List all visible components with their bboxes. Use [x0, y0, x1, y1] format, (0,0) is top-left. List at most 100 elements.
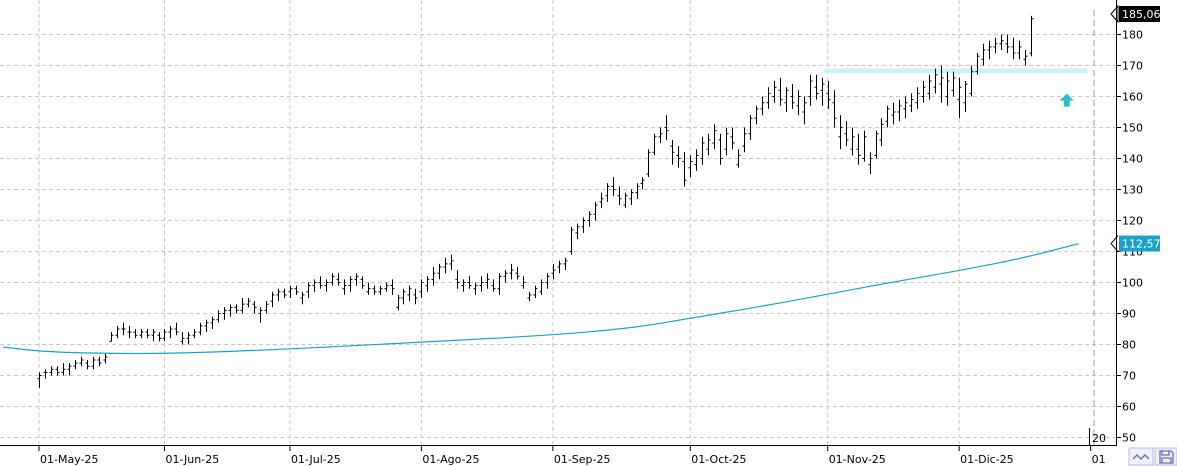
ohlc-bar [318, 276, 323, 289]
ohlc-bar [629, 189, 634, 205]
resistance-zone [823, 68, 1088, 74]
ma-line [3, 242, 1079, 355]
y-tick-label: 100 [1122, 277, 1143, 290]
bottom-right-label: 20 [1092, 432, 1106, 445]
ohlc-bar [605, 183, 610, 202]
ohlc-bar [312, 279, 317, 292]
ohlc-bar [897, 99, 902, 122]
ohlc-bar [527, 291, 532, 302]
ohlc-bar [814, 74, 819, 100]
ohlc-bar [192, 329, 197, 339]
last-price-pointer [1110, 4, 1119, 24]
ohlc-bar [390, 279, 395, 295]
ohlc-bar [443, 257, 448, 274]
ohlc-bar [73, 360, 78, 370]
ohlc-bar [820, 77, 825, 106]
ohlc-bar [593, 201, 598, 221]
ohlc-bar [491, 279, 496, 292]
ohlc-bar [240, 298, 245, 314]
ohlc-bar [957, 77, 962, 119]
x-axis: 01-May-25 01-Jun-25 01-Jul-25 01-Ago-25 01-S… [38, 445, 1106, 466]
y-tick-label: 130 [1122, 184, 1143, 197]
ohlc-bar [479, 276, 484, 292]
ohlc-bar [802, 96, 807, 125]
ohlc-bar [133, 329, 138, 339]
y-tick-label: 140 [1122, 153, 1143, 166]
ohlc-bar [264, 301, 269, 314]
ohlc-bar [635, 183, 640, 199]
ohlc-bar [425, 276, 430, 292]
ohlc-bar [151, 329, 156, 342]
ohlc-bar [216, 310, 221, 323]
ohlc-bar [832, 90, 837, 128]
ohlc-bar [676, 146, 681, 168]
ohlc-bar [407, 285, 412, 302]
ohlc-bar [198, 322, 203, 336]
ohlc-bar [664, 115, 669, 140]
floppy-disk-icon [1159, 450, 1174, 464]
ohlc-bar [1017, 40, 1022, 60]
ohlc-bar [85, 360, 90, 370]
ohlc-bar [360, 276, 365, 289]
x-tick-label: 01-Sep-25 [554, 453, 611, 466]
ohlc-bar [186, 332, 191, 345]
ohlc-bar [891, 102, 896, 125]
ohlc-bar [939, 65, 944, 103]
ohlc-bar [646, 149, 651, 178]
ohlc-bar [401, 288, 406, 305]
ohlc-bar [951, 71, 956, 97]
ohlc-bar [557, 260, 562, 274]
ohlc-bar [748, 115, 753, 140]
ohlc-bar [856, 133, 861, 165]
ohlc-bar [485, 273, 490, 289]
ohlc-bar [521, 276, 526, 289]
ohlc-bar [222, 307, 227, 320]
save-button[interactable] [1154, 447, 1177, 466]
ohlc-bar [981, 43, 986, 66]
ohlc-bar [252, 301, 257, 314]
ohlc-bar [736, 149, 741, 168]
y-tick-label: 120 [1122, 215, 1143, 228]
ohlc-bar [1011, 37, 1016, 60]
ohlc-bar [712, 124, 717, 150]
ohlc-bar [927, 74, 932, 100]
ohlc-bar [539, 279, 544, 295]
zoom-button[interactable] [1128, 447, 1154, 466]
ohlc-bar [228, 304, 233, 317]
ohlc-bar [987, 40, 992, 60]
x-tick-label: 01-May-25 [40, 453, 98, 466]
ohlc-bar [174, 322, 179, 336]
ohlc-bar [366, 282, 371, 295]
ohlc-bar [993, 37, 998, 54]
ohlc-bar [282, 288, 287, 298]
ohlc-bar [37, 372, 42, 388]
ohlc-bar [850, 127, 855, 156]
up-arrow-icon [1059, 93, 1074, 107]
ohlc-bar [306, 282, 311, 298]
ohlc-bar [67, 363, 72, 376]
ohlc-bar [449, 254, 454, 271]
ohlc-bar [778, 77, 783, 106]
ohlc-bar [79, 356, 84, 367]
y-tick-label: 90 [1122, 308, 1136, 321]
ohlc-bar [640, 177, 645, 190]
ohlc-bar [157, 332, 162, 342]
ohlc-bar [575, 223, 580, 240]
ohlc-bar [354, 273, 359, 286]
ohlc-bar [246, 298, 251, 308]
ohlc-bar [969, 65, 974, 97]
moving-average [3, 242, 1079, 355]
ohlc-bar [121, 322, 126, 336]
ohlc-bar [109, 332, 114, 342]
ohlc-bar [1029, 15, 1034, 57]
ohlc-bar [515, 267, 520, 280]
ohlc-bar [139, 329, 144, 339]
ohlc-bar [611, 177, 616, 196]
x-tick-label: 01-Oct-25 [691, 453, 746, 466]
ohlc-bar [874, 130, 879, 159]
ohlc-bar [760, 96, 765, 116]
ohlc-bar [294, 285, 299, 295]
ohlc-bar [885, 105, 890, 128]
